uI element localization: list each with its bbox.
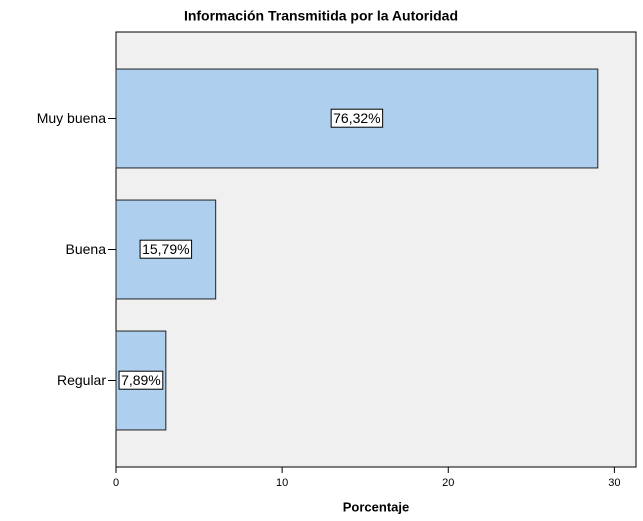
y-tick-label: Muy buena xyxy=(37,110,106,126)
x-tick-label: 30 xyxy=(608,477,620,489)
y-tick-label: Buena xyxy=(66,241,107,257)
value-label-box xyxy=(139,239,193,259)
value-label: 7,89% xyxy=(121,372,161,388)
x-axis-label: Porcentaje xyxy=(343,499,409,514)
y-tick-label: Regular xyxy=(57,372,106,388)
chart-title: Información Transmitida por la Autoridad xyxy=(184,8,458,24)
x-tick-label: 20 xyxy=(442,477,454,489)
value-label-box xyxy=(118,370,164,390)
value-label: 15,79% xyxy=(142,241,189,257)
value-label: 76,32% xyxy=(333,110,380,126)
x-tick-label: 10 xyxy=(276,477,288,489)
x-tick-label: 0 xyxy=(113,477,119,489)
value-label-box xyxy=(330,108,384,128)
